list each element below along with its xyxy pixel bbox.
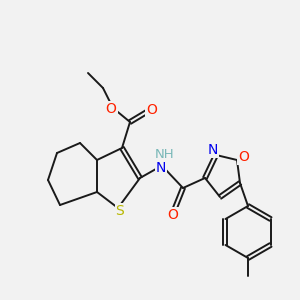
Text: O: O xyxy=(147,103,158,117)
Text: S: S xyxy=(116,204,124,218)
Text: NH: NH xyxy=(155,148,175,161)
Text: O: O xyxy=(168,208,178,222)
Text: N: N xyxy=(208,143,218,157)
Text: N: N xyxy=(156,161,166,175)
Text: O: O xyxy=(106,102,116,116)
Text: O: O xyxy=(238,150,249,164)
